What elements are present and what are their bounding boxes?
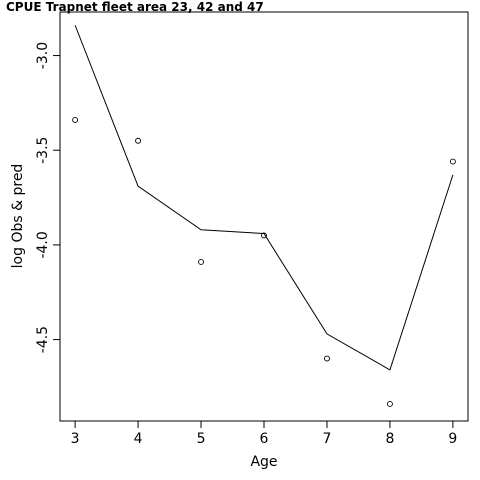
x-tick-label: 8 (385, 431, 394, 447)
x-tick-label: 7 (323, 431, 332, 447)
plot-frame (59, 11, 469, 422)
series-layer (72, 25, 456, 407)
observed-point (386, 401, 393, 407)
observed-point (72, 116, 79, 123)
x-axis-label: Age (250, 454, 277, 470)
x-tick-label: 9 (448, 431, 457, 447)
y-axis-label: log Obs & pred (10, 164, 26, 269)
x-axis: 3 4 5 6 7 8 9 (71, 421, 457, 447)
y-tick-label: -4.5 (35, 326, 51, 353)
chart-title: CPUE Trapnet fleet area 23, 42 and 47 (6, 0, 264, 14)
observed-point (135, 137, 142, 144)
x-tick-label: 3 (71, 431, 80, 447)
observed-point (261, 232, 267, 239)
observed-point (449, 158, 456, 165)
y-tick-label: -3.5 (35, 137, 51, 164)
predicted-line (74, 25, 454, 371)
observed-point (324, 355, 330, 362)
x-tick-label: 5 (197, 431, 206, 447)
observed-point (198, 258, 204, 265)
y-tick-label: -3.0 (35, 42, 51, 69)
x-tick-label: 4 (134, 431, 143, 447)
y-axis: -3.0 -3.5 -4.0 -4.5 (35, 42, 60, 353)
y-tick-label: -4.0 (35, 231, 51, 258)
x-tick-label: 6 (260, 431, 269, 447)
